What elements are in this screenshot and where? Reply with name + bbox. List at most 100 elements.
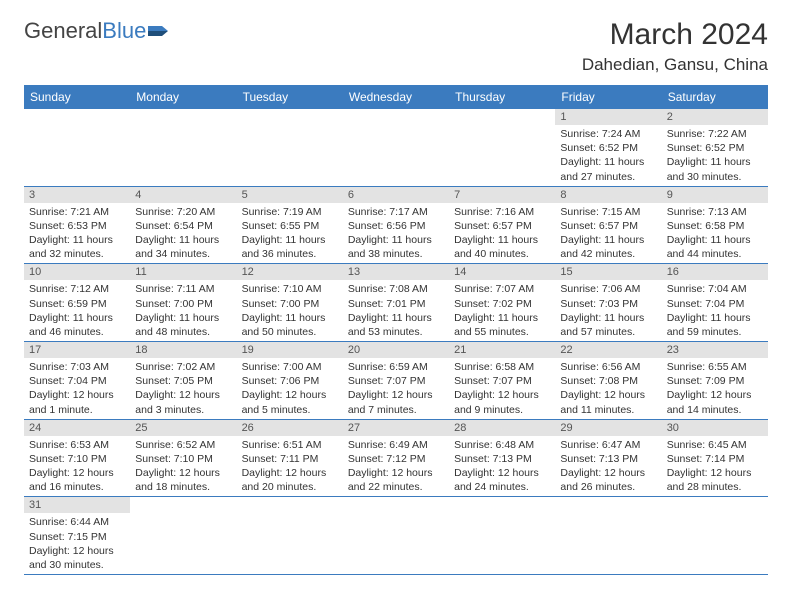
day-number: 12 <box>237 264 343 280</box>
calendar-cell: 9Sunrise: 7:13 AMSunset: 6:58 PMDaylight… <box>662 186 768 264</box>
sunrise-text: Sunrise: 6:58 AM <box>454 360 550 374</box>
calendar-cell <box>237 497 343 575</box>
day-header: Wednesday <box>343 85 449 109</box>
sunset-text: Sunset: 7:02 PM <box>454 297 550 311</box>
sunrise-text: Sunrise: 7:03 AM <box>29 360 125 374</box>
calendar-cell <box>24 109 130 186</box>
sunrise-text: Sunrise: 7:21 AM <box>29 205 125 219</box>
daylight-text: Daylight: 11 hours and 27 minutes. <box>560 155 656 183</box>
day-content: Sunrise: 7:10 AMSunset: 7:00 PMDaylight:… <box>237 280 343 341</box>
sunrise-text: Sunrise: 7:07 AM <box>454 282 550 296</box>
sunrise-text: Sunrise: 7:17 AM <box>348 205 444 219</box>
sunrise-text: Sunrise: 7:24 AM <box>560 127 656 141</box>
sunset-text: Sunset: 7:01 PM <box>348 297 444 311</box>
day-number: 29 <box>555 420 661 436</box>
day-content: Sunrise: 6:53 AMSunset: 7:10 PMDaylight:… <box>24 436 130 497</box>
day-content: Sunrise: 7:06 AMSunset: 7:03 PMDaylight:… <box>555 280 661 341</box>
calendar-cell: 5Sunrise: 7:19 AMSunset: 6:55 PMDaylight… <box>237 186 343 264</box>
sunset-text: Sunset: 6:54 PM <box>135 219 231 233</box>
day-content: Sunrise: 7:07 AMSunset: 7:02 PMDaylight:… <box>449 280 555 341</box>
day-number: 16 <box>662 264 768 280</box>
daylight-text: Daylight: 11 hours and 32 minutes. <box>29 233 125 261</box>
calendar-cell <box>662 497 768 575</box>
daylight-text: Daylight: 11 hours and 48 minutes. <box>135 311 231 339</box>
day-content: Sunrise: 7:22 AMSunset: 6:52 PMDaylight:… <box>662 125 768 186</box>
daylight-text: Daylight: 12 hours and 5 minutes. <box>242 388 338 416</box>
sunrise-text: Sunrise: 6:51 AM <box>242 438 338 452</box>
day-number: 10 <box>24 264 130 280</box>
day-number: 13 <box>343 264 449 280</box>
daylight-text: Daylight: 12 hours and 20 minutes. <box>242 466 338 494</box>
daylight-text: Daylight: 11 hours and 50 minutes. <box>242 311 338 339</box>
calendar-cell: 30Sunrise: 6:45 AMSunset: 7:14 PMDayligh… <box>662 419 768 497</box>
calendar-cell: 12Sunrise: 7:10 AMSunset: 7:00 PMDayligh… <box>237 264 343 342</box>
daylight-text: Daylight: 11 hours and 57 minutes. <box>560 311 656 339</box>
sunrise-text: Sunrise: 7:20 AM <box>135 205 231 219</box>
daylight-text: Daylight: 11 hours and 40 minutes. <box>454 233 550 261</box>
sunset-text: Sunset: 6:53 PM <box>29 219 125 233</box>
calendar-cell <box>449 497 555 575</box>
sunrise-text: Sunrise: 6:48 AM <box>454 438 550 452</box>
header: GeneralBlue March 2024 Dahedian, Gansu, … <box>24 18 768 75</box>
daylight-text: Daylight: 11 hours and 44 minutes. <box>667 233 763 261</box>
day-number: 30 <box>662 420 768 436</box>
day-number: 23 <box>662 342 768 358</box>
day-number: 5 <box>237 187 343 203</box>
day-number: 19 <box>237 342 343 358</box>
sunset-text: Sunset: 7:00 PM <box>135 297 231 311</box>
day-content: Sunrise: 6:45 AMSunset: 7:14 PMDaylight:… <box>662 436 768 497</box>
day-content: Sunrise: 6:47 AMSunset: 7:13 PMDaylight:… <box>555 436 661 497</box>
daylight-text: Daylight: 11 hours and 53 minutes. <box>348 311 444 339</box>
calendar-cell: 20Sunrise: 6:59 AMSunset: 7:07 PMDayligh… <box>343 342 449 420</box>
day-content: Sunrise: 7:00 AMSunset: 7:06 PMDaylight:… <box>237 358 343 419</box>
calendar-cell <box>130 497 236 575</box>
daylight-text: Daylight: 11 hours and 34 minutes. <box>135 233 231 261</box>
day-content: Sunrise: 7:08 AMSunset: 7:01 PMDaylight:… <box>343 280 449 341</box>
day-content: Sunrise: 6:48 AMSunset: 7:13 PMDaylight:… <box>449 436 555 497</box>
day-header: Thursday <box>449 85 555 109</box>
calendar-body: 1Sunrise: 7:24 AMSunset: 6:52 PMDaylight… <box>24 109 768 575</box>
daylight-text: Daylight: 12 hours and 1 minute. <box>29 388 125 416</box>
day-header: Sunday <box>24 85 130 109</box>
daylight-text: Daylight: 12 hours and 9 minutes. <box>454 388 550 416</box>
logo-text-general: General <box>24 18 102 44</box>
sunrise-text: Sunrise: 7:12 AM <box>29 282 125 296</box>
sunset-text: Sunset: 7:11 PM <box>242 452 338 466</box>
day-content: Sunrise: 6:51 AMSunset: 7:11 PMDaylight:… <box>237 436 343 497</box>
sunrise-text: Sunrise: 7:15 AM <box>560 205 656 219</box>
sunset-text: Sunset: 7:13 PM <box>560 452 656 466</box>
day-content: Sunrise: 7:13 AMSunset: 6:58 PMDaylight:… <box>662 203 768 264</box>
day-number: 31 <box>24 497 130 513</box>
sunrise-text: Sunrise: 7:00 AM <box>242 360 338 374</box>
day-number: 3 <box>24 187 130 203</box>
day-content: Sunrise: 6:55 AMSunset: 7:09 PMDaylight:… <box>662 358 768 419</box>
day-content: Sunrise: 7:11 AMSunset: 7:00 PMDaylight:… <box>130 280 236 341</box>
calendar-cell: 8Sunrise: 7:15 AMSunset: 6:57 PMDaylight… <box>555 186 661 264</box>
daylight-text: Daylight: 11 hours and 42 minutes. <box>560 233 656 261</box>
sunset-text: Sunset: 7:10 PM <box>135 452 231 466</box>
sunset-text: Sunset: 7:03 PM <box>560 297 656 311</box>
daylight-text: Daylight: 11 hours and 30 minutes. <box>667 155 763 183</box>
day-content: Sunrise: 6:56 AMSunset: 7:08 PMDaylight:… <box>555 358 661 419</box>
calendar-cell: 18Sunrise: 7:02 AMSunset: 7:05 PMDayligh… <box>130 342 236 420</box>
calendar-week: 3Sunrise: 7:21 AMSunset: 6:53 PMDaylight… <box>24 186 768 264</box>
calendar-cell <box>343 109 449 186</box>
day-number: 2 <box>662 109 768 125</box>
daylight-text: Daylight: 12 hours and 30 minutes. <box>29 544 125 572</box>
sunset-text: Sunset: 6:56 PM <box>348 219 444 233</box>
daylight-text: Daylight: 12 hours and 7 minutes. <box>348 388 444 416</box>
calendar-cell: 15Sunrise: 7:06 AMSunset: 7:03 PMDayligh… <box>555 264 661 342</box>
daylight-text: Daylight: 11 hours and 38 minutes. <box>348 233 444 261</box>
calendar-cell <box>130 109 236 186</box>
day-header: Friday <box>555 85 661 109</box>
day-header: Saturday <box>662 85 768 109</box>
day-content: Sunrise: 7:15 AMSunset: 6:57 PMDaylight:… <box>555 203 661 264</box>
day-number: 22 <box>555 342 661 358</box>
sunrise-text: Sunrise: 6:52 AM <box>135 438 231 452</box>
daylight-text: Daylight: 11 hours and 36 minutes. <box>242 233 338 261</box>
month-title: March 2024 <box>582 18 768 52</box>
sunrise-text: Sunrise: 6:49 AM <box>348 438 444 452</box>
calendar-cell: 17Sunrise: 7:03 AMSunset: 7:04 PMDayligh… <box>24 342 130 420</box>
sunset-text: Sunset: 7:12 PM <box>348 452 444 466</box>
calendar-cell: 16Sunrise: 7:04 AMSunset: 7:04 PMDayligh… <box>662 264 768 342</box>
